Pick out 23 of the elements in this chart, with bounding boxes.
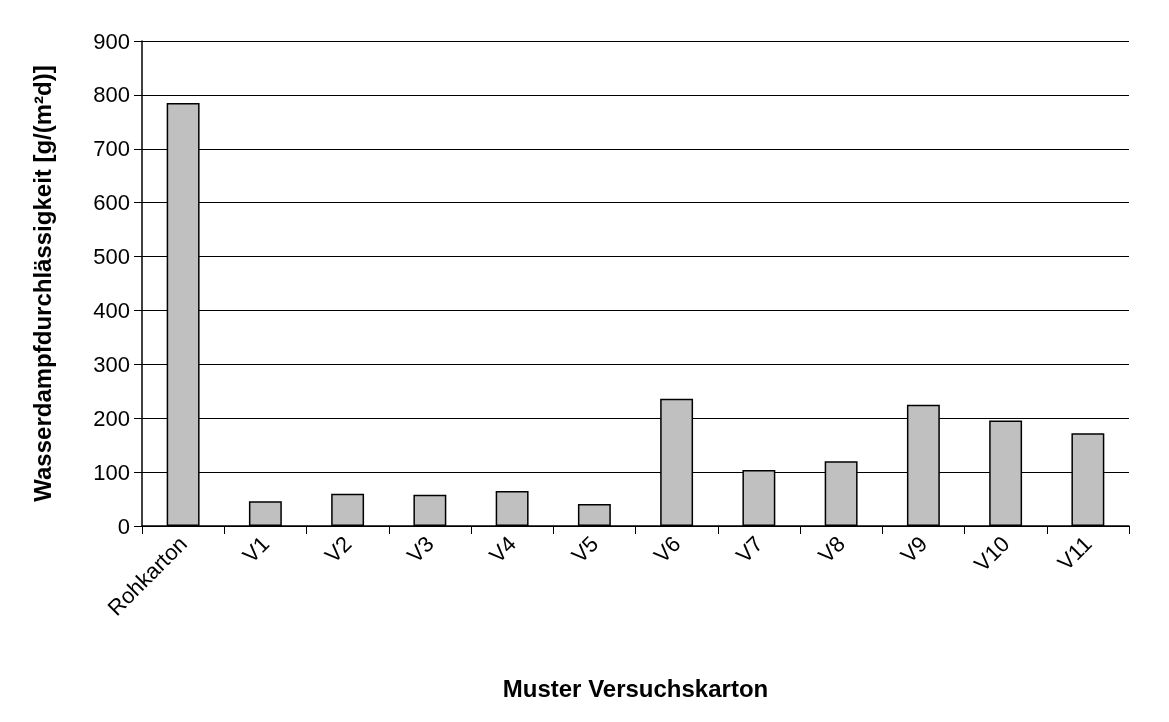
x-tick-label: V6 (648, 531, 686, 568)
y-tick-label: 700 (93, 136, 130, 162)
x-tick-label: V3 (402, 531, 439, 568)
y-tick-label: 400 (93, 297, 130, 323)
x-tick-label: V10 (969, 531, 1015, 577)
y-tick-label: 500 (93, 244, 130, 270)
y-tick-label: 200 (93, 405, 130, 431)
x-axis-title: Muster Versuchskarton (502, 674, 769, 702)
y-tick-label: 800 (93, 82, 130, 108)
x-tick-label: V11 (1052, 531, 1097, 576)
x-tick-label: V9 (895, 531, 933, 568)
y-tick-label: 300 (93, 351, 130, 377)
y-tick-label: 900 (93, 28, 130, 54)
y-axis-title: Wasserdampfdurchlässigkeit [g/(m²d)] (28, 65, 56, 502)
y-tick-label: 600 (93, 190, 130, 216)
y-tick-label: 100 (93, 459, 130, 485)
x-tick-label: V2 (319, 531, 357, 568)
x-tick-label: V7 (731, 531, 768, 568)
x-tick-label: V8 (813, 531, 850, 568)
x-tick-label: V4 (484, 531, 521, 568)
x-tick-label: V5 (566, 531, 604, 568)
y-tick-label: 0 (117, 513, 130, 539)
x-tick-label: V1 (237, 531, 275, 568)
